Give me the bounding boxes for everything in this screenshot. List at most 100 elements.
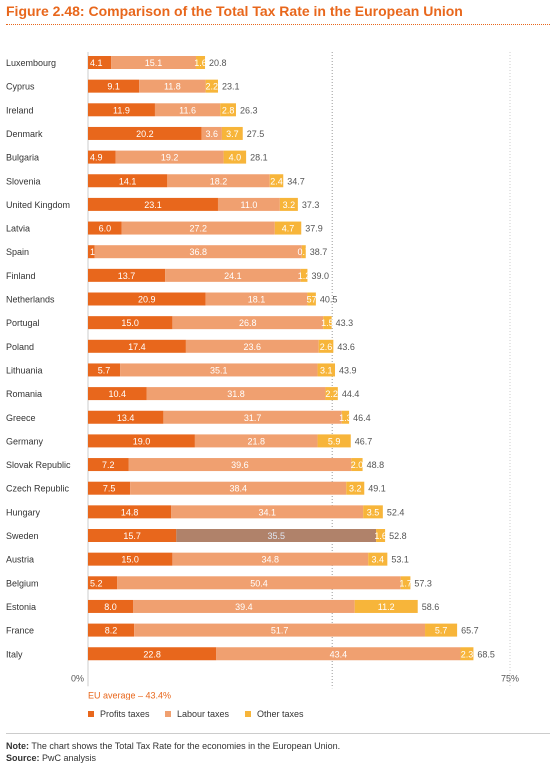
bar-profits-poland: [88, 339, 186, 353]
bar-profits-ireland: [88, 103, 155, 117]
segment-label-profits-france: 8.2: [105, 626, 118, 636]
category-label-slovenia: Slovenia: [6, 176, 41, 186]
total-label-greece: 46.4: [353, 413, 371, 423]
category-label-denmark: Denmark: [6, 129, 43, 139]
segment-label-other-greece: 1.3: [339, 413, 352, 423]
category-label-slovak-republic: Slovak Republic: [6, 460, 71, 470]
segment-label-profits-bulgaria: 4.9: [90, 153, 103, 163]
category-label-czech-republic: Czech Republic: [6, 484, 70, 494]
legend-swatch-profits: [88, 710, 94, 717]
total-label-france: 65.7: [461, 626, 479, 636]
category-label-sweden: Sweden: [6, 531, 39, 541]
category-label-netherlands: Netherlands: [6, 295, 55, 305]
bar-profits-denmark: [88, 126, 202, 140]
note-text: The chart shows the Total Tax Rate for t…: [29, 741, 341, 751]
bar-labour-denmark: [201, 126, 222, 140]
category-label-romania: Romania: [6, 389, 42, 399]
bar-profits-portugal: [88, 316, 173, 330]
segment-label-profits-czech-republic: 7.5: [103, 484, 116, 494]
bar-labour-united-kingdom: [217, 197, 280, 211]
total-label-hungary: 52.4: [387, 507, 405, 517]
bar-other-denmark: [221, 126, 243, 140]
bar-profits-lithuania: [88, 363, 121, 377]
segment-label-labour-united-kingdom: 11.0: [240, 200, 257, 210]
bar-labour-romania: [146, 387, 326, 401]
title-rule: [6, 24, 550, 25]
segment-label-labour-romania: 31.8: [227, 389, 245, 399]
segment-label-labour-denmark: 3.6: [206, 129, 219, 139]
source-label: Source:: [6, 753, 40, 763]
segment-label-other-ireland: 2.8: [222, 105, 235, 115]
segment-label-other-finland: 1.2: [298, 271, 311, 281]
bar-labour-poland: [185, 339, 319, 353]
segment-label-labour-sweden: 35.5: [267, 531, 285, 541]
bar-labour-lithuania: [120, 363, 318, 377]
segment-label-profits-netherlands: 20.9: [138, 295, 156, 305]
segment-label-profits-romania: 10.4: [108, 389, 126, 399]
bar-labour-latvia: [121, 221, 275, 235]
category-label-greece: Greece: [6, 413, 36, 423]
segment-label-labour-slovak-republic: 39.6: [231, 460, 249, 470]
bar-profits-hungary: [88, 505, 172, 519]
bar-other-austria: [368, 552, 388, 566]
legend-item-profits: Profits taxes: [88, 709, 150, 719]
bar-labour-slovenia: [167, 174, 270, 188]
segment-label-profits-portugal: 15.0: [121, 318, 139, 328]
segment-label-other-hungary: 3.5: [367, 507, 380, 517]
bar-other-czech-republic: [346, 481, 365, 495]
bar-labour-hungary: [171, 505, 364, 519]
segment-label-profits-ireland: 11.9: [113, 105, 130, 115]
source-line: Source: PwC analysis: [6, 752, 340, 764]
segment-label-profits-estonia: 8.0: [104, 602, 117, 612]
segment-label-other-lithuania: 3.1: [320, 365, 333, 375]
segment-label-other-belgium: 1.7: [399, 578, 412, 588]
category-label-germany: Germany: [6, 436, 44, 446]
segment-label-other-spain: 0.7: [298, 247, 311, 257]
bar-profits-slovak-republic: [88, 458, 129, 472]
total-label-latvia: 37.9: [305, 224, 323, 234]
segment-label-labour-greece: 31.7: [244, 413, 262, 423]
total-label-belgium: 57.3: [414, 578, 432, 588]
bar-other-france: [425, 623, 458, 637]
legend-swatch-labour: [165, 710, 171, 717]
segment-label-labour-bulgaria: 19.2: [161, 153, 179, 163]
category-label-luxembourg: Luxembourg: [6, 58, 56, 68]
source-text: PwC analysis: [39, 753, 97, 763]
category-label-france: France: [6, 626, 34, 636]
category-label-estonia: Estonia: [6, 602, 36, 612]
total-label-denmark: 27.5: [247, 129, 265, 139]
bar-labour-greece: [163, 410, 342, 424]
bar-profits-finland: [88, 268, 166, 282]
bar-other-poland: [318, 339, 334, 353]
bar-labour-slovak-republic: [128, 458, 352, 472]
bar-profits-netherlands: [88, 292, 206, 306]
category-label-united-kingdom: United Kingdom: [6, 200, 70, 210]
total-label-slovenia: 34.7: [287, 176, 305, 186]
segment-label-profits-luxembourg: 4.1: [90, 58, 103, 68]
bar-other-romania: [325, 387, 338, 401]
total-label-poland: 43.6: [337, 342, 355, 352]
segment-label-labour-ireland: 11.6: [179, 105, 196, 115]
segment-label-profits-sweden: 15.7: [123, 531, 141, 541]
segment-label-other-netherlands: 57: [307, 295, 317, 305]
total-label-estonia: 58.6: [422, 602, 440, 612]
note-label: Note:: [6, 741, 29, 751]
segment-label-labour-czech-republic: 38.4: [229, 484, 247, 494]
segment-label-profits-denmark: 20.2: [136, 129, 154, 139]
total-label-united-kingdom: 37.3: [302, 200, 320, 210]
legend-label-other: Other taxes: [257, 709, 304, 719]
segment-label-profits-italy: 22.8: [143, 649, 161, 659]
bar-profits-czech-republic: [88, 481, 131, 495]
segment-label-other-poland: 2.6: [320, 342, 333, 352]
bar-other-ireland: [220, 103, 236, 117]
category-label-ireland: Ireland: [6, 105, 34, 115]
bar-other-united-kingdom: [279, 197, 298, 211]
total-label-germany: 46.7: [355, 436, 373, 446]
segment-label-labour-estonia: 39.4: [235, 602, 253, 612]
total-label-luxembourg: 20.8: [209, 58, 227, 68]
bar-profits-greece: [88, 410, 164, 424]
total-label-austria: 53.1: [391, 555, 409, 565]
total-label-cyprus: 23.1: [222, 82, 240, 92]
total-label-slovak-republic: 48.8: [367, 460, 385, 470]
x-tick-label-min: 0%: [71, 673, 84, 683]
